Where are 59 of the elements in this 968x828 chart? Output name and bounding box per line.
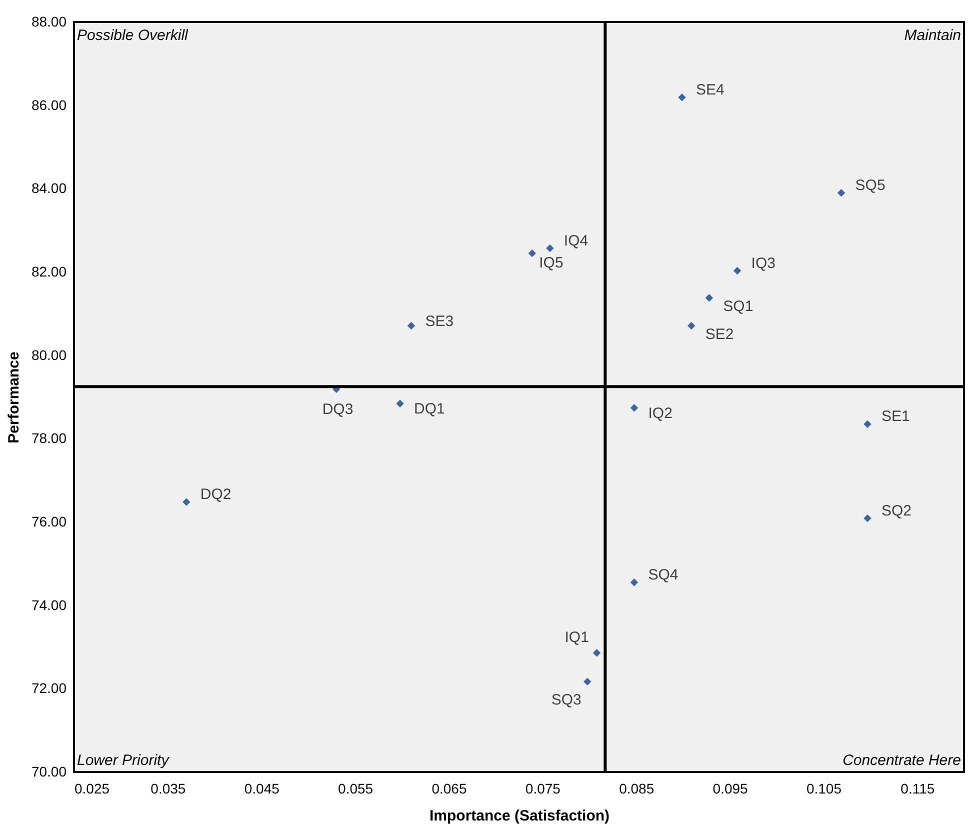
series-label: IQ3	[751, 254, 776, 272]
point	[733, 266, 742, 275]
y-tick-label: 80.00	[31, 346, 67, 363]
series-label: IQ2	[648, 404, 672, 422]
series-label: SE3	[425, 312, 454, 330]
x-tick-label: 0.075	[525, 780, 561, 796]
series-label: SE2	[705, 326, 734, 343]
y-tick-label: 82.00	[31, 264, 67, 280]
y-tick-label: 76.00	[31, 514, 67, 530]
series-label: DQ1	[414, 400, 445, 418]
series-label: SQ5	[855, 176, 886, 194]
x-tick-label: 0.105	[806, 780, 842, 796]
y-axis-title: Performance	[5, 352, 22, 444]
series-label: SE1	[882, 408, 910, 426]
point	[705, 294, 714, 302]
y-tick-label: 72.00	[31, 680, 67, 696]
point	[864, 420, 872, 428]
point	[630, 404, 638, 412]
point	[864, 514, 872, 522]
series-label: IQ1	[564, 628, 589, 646]
point	[592, 648, 601, 657]
x-tick-label: 0.065	[432, 780, 467, 796]
series-label: SQ2	[882, 502, 912, 520]
y-tick-label: 70.00	[31, 764, 67, 780]
annotation: Concentrate Here	[842, 752, 961, 769]
point	[528, 249, 536, 258]
point	[396, 400, 404, 408]
y-tick-label: 78.00	[31, 430, 67, 446]
x-axis-title: Importance (Satisfaction)	[429, 808, 610, 824]
point	[678, 94, 686, 102]
x-tick-label: 0.085	[619, 780, 654, 796]
x-tick-label: 0.025	[74, 780, 110, 796]
annotation: Possible Overkill	[77, 27, 189, 44]
point	[182, 498, 190, 506]
point	[546, 244, 554, 252]
series-label: IQ4	[564, 232, 588, 250]
point	[837, 188, 846, 197]
series-label: DQ3	[322, 401, 354, 418]
y-tick-label: 88.00	[31, 14, 67, 30]
series-label: IQ5	[539, 254, 564, 272]
x-tick-label: 0.045	[244, 780, 280, 796]
series-label: SQ3	[551, 692, 582, 709]
annotation: Maintain	[904, 27, 961, 44]
y-tick-label: 86.00	[31, 96, 67, 113]
x-tick-label: 0.115	[900, 780, 935, 796]
point	[630, 578, 638, 586]
y-tick-label: 84.00	[31, 180, 67, 196]
x-tick-label: 0.035	[150, 780, 186, 796]
x-tick-label: 0.095	[712, 780, 748, 796]
series-label: SQ1	[723, 298, 754, 315]
y-tick-label: 74.00	[31, 596, 67, 613]
series-label: DQ2	[200, 486, 232, 503]
series-label: SE4	[696, 81, 724, 98]
series-label: SQ4	[648, 566, 678, 584]
point	[688, 322, 696, 330]
annotation: Lower Priority	[77, 752, 170, 769]
point	[407, 322, 416, 330]
x-tick-label: 0.055	[338, 780, 374, 796]
point	[584, 678, 592, 686]
